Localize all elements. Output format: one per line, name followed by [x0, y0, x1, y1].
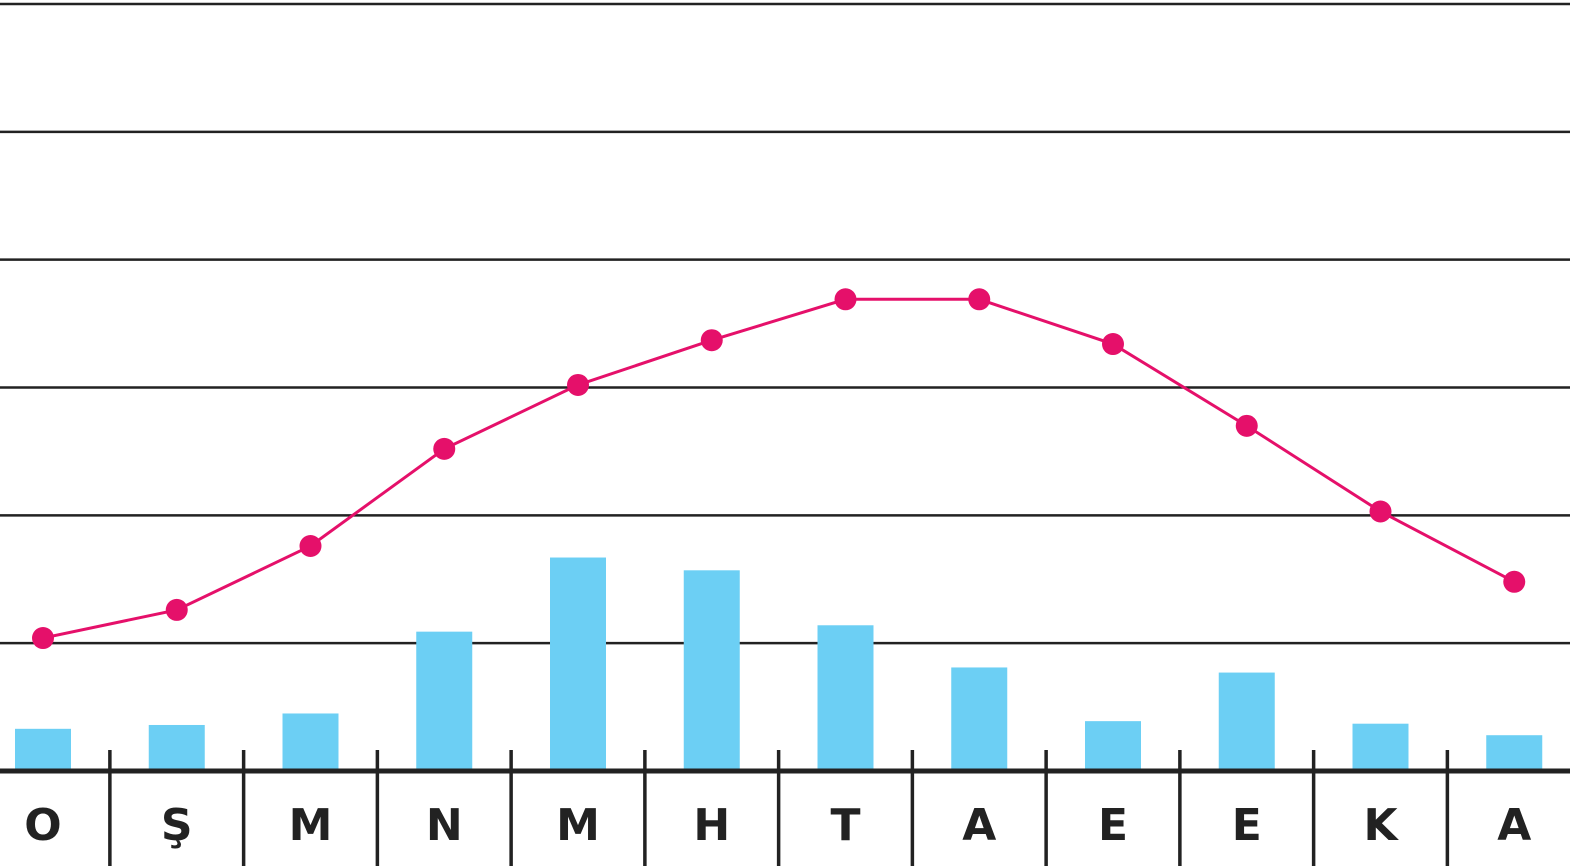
- point: [968, 288, 991, 311]
- x-tick-label: E: [1232, 800, 1262, 851]
- bar: [15, 728, 71, 771]
- point: [1369, 500, 1392, 523]
- point: [433, 437, 456, 460]
- x-tick-label: H: [693, 800, 730, 851]
- bar: [148, 724, 205, 771]
- bar: [951, 667, 1008, 771]
- x-tick-label: O: [24, 800, 61, 851]
- point: [165, 598, 188, 621]
- x-tick-label: N: [426, 800, 463, 851]
- line: [42, 297, 1515, 640]
- x-tick-label: T: [830, 800, 860, 851]
- bar: [817, 625, 874, 771]
- bar: [282, 713, 339, 771]
- bar: [1218, 672, 1275, 771]
- point: [834, 288, 857, 311]
- bar: [683, 570, 740, 771]
- bar: [416, 631, 473, 771]
- x-tick-label: A: [1497, 800, 1531, 851]
- bar: [550, 557, 606, 771]
- x-tick-label: E: [1098, 800, 1128, 851]
- point: [1102, 333, 1124, 356]
- x-tick-label: K: [1363, 800, 1399, 851]
- x-tick-label: A: [962, 800, 996, 851]
- bar: [1352, 723, 1409, 771]
- x-tick-label: M: [289, 800, 333, 851]
- point: [700, 329, 723, 352]
- point: [32, 627, 54, 650]
- x-tick-label: M: [556, 800, 600, 851]
- point: [567, 373, 589, 396]
- x-tick-label: Ş: [161, 800, 193, 851]
- bar: [1085, 721, 1141, 771]
- point: [299, 535, 322, 558]
- point: [1503, 570, 1526, 593]
- bar: [1486, 735, 1543, 771]
- point: [1235, 414, 1258, 437]
